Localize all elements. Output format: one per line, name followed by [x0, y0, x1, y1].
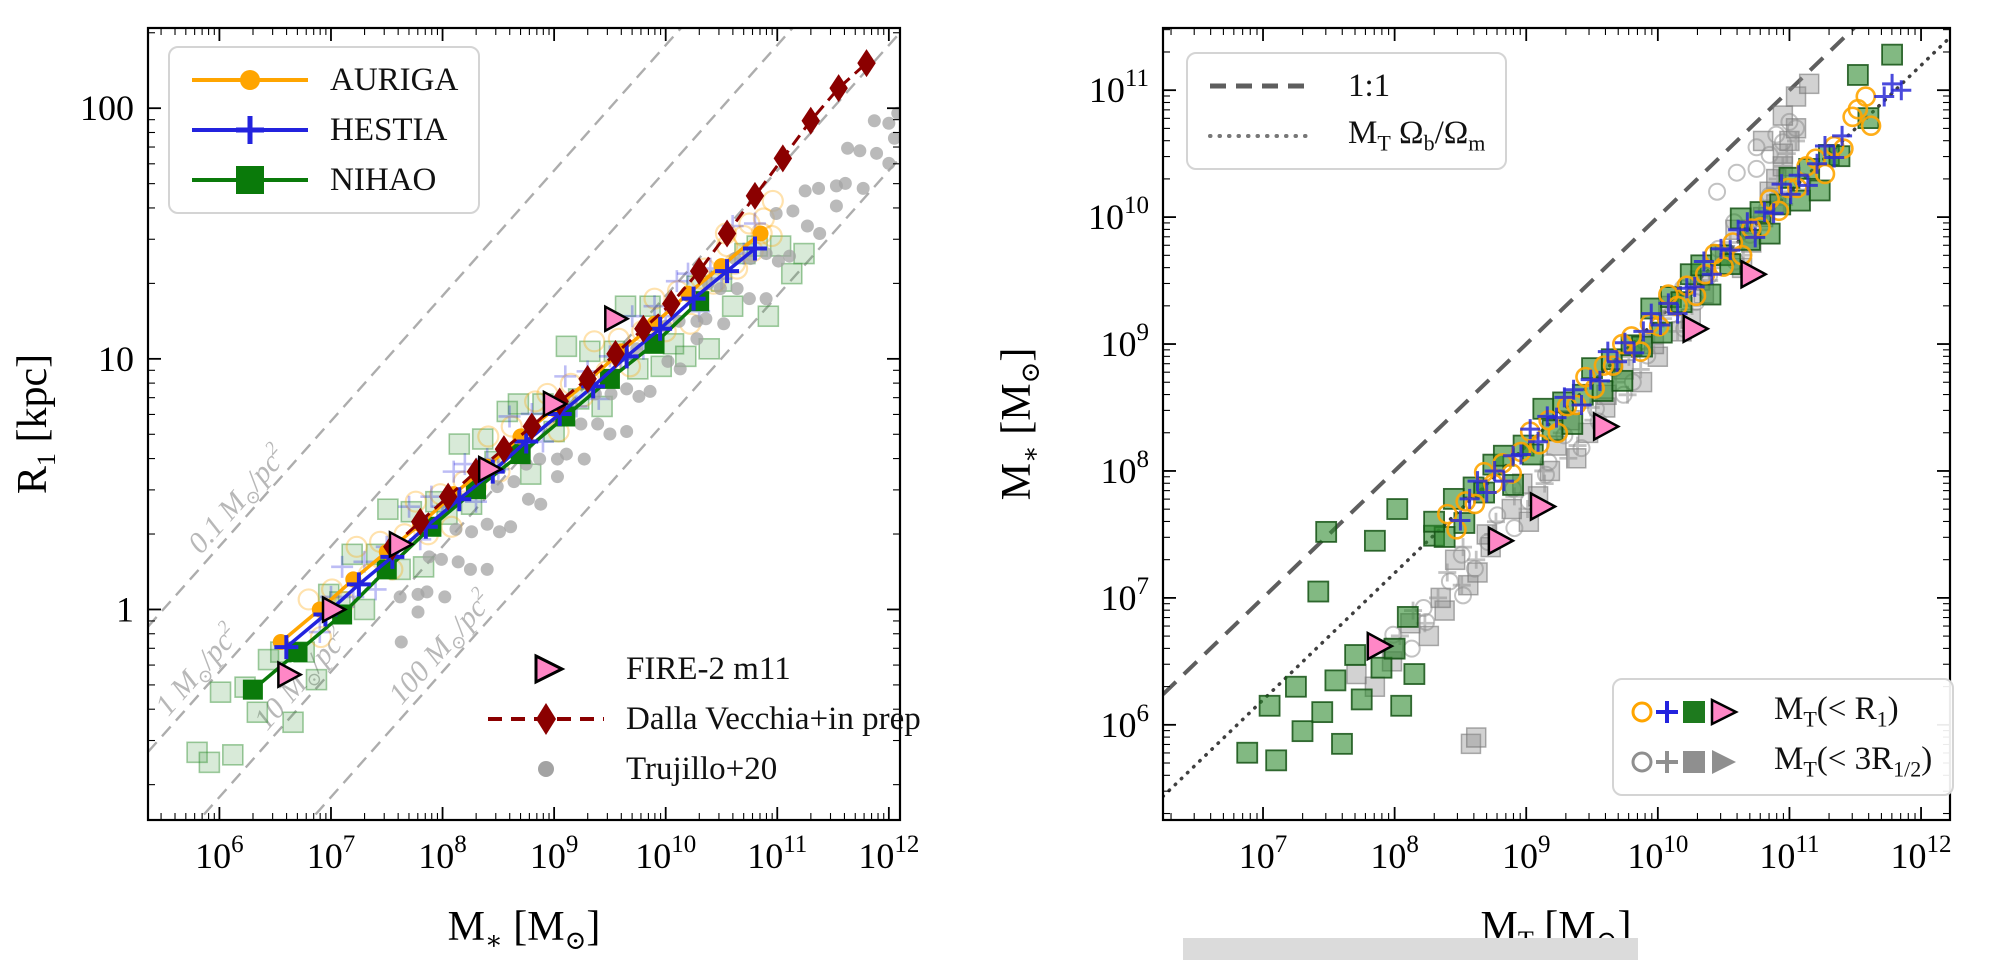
legend-swatch-dot: [538, 761, 554, 777]
svg-text:1010: 1010: [635, 831, 696, 876]
legend-label-dalla-vecchia: Dalla Vecchia+in prep: [626, 700, 921, 737]
svg-text:107: 107: [1239, 831, 1288, 876]
legend-swatch-dashed: [1210, 83, 1312, 89]
legend-label-baryon-fraction: MT Ωb/Ωm: [1348, 115, 1486, 156]
svg-text:108: 108: [1101, 446, 1150, 491]
legend-item-fire2: FIRE-2 m11: [480, 645, 921, 693]
legend-label-nihao: NIHAO: [330, 161, 437, 198]
svg-text:109: 109: [530, 831, 579, 876]
legend-item-baryon-fraction: MT Ωb/Ωm: [1202, 112, 1485, 160]
svg-text:1012: 1012: [858, 831, 919, 876]
left-fire2-points: [277, 304, 631, 689]
legend-swatch-line-plus: [192, 116, 308, 144]
right-legend-reference-lines: 1:1 MT Ωb/Ωm: [1186, 52, 1508, 170]
left-trujillo-scatter: [393, 106, 900, 649]
svg-text:1: 1: [116, 589, 134, 629]
svg-text:1011: 1011: [747, 831, 807, 876]
screenshot-artifact-bar: [1183, 938, 1638, 960]
legend-item-mt-within-r1: MT(< R1): [1628, 688, 1932, 736]
right-spines: [1161, 26, 1952, 822]
sigma-label-1: 1 M⊙/pc2: [147, 617, 250, 725]
legend-label-one-to-one: 1:1: [1348, 67, 1391, 104]
left-ticks: [148, 28, 900, 820]
svg-text:108: 108: [418, 831, 467, 876]
sigma-label-0.1: 0.1 M⊙/pc2: [180, 438, 297, 563]
svg-text:106: 106: [1101, 700, 1150, 745]
legend-label-fire2: FIRE-2 m11: [626, 650, 791, 687]
svg-text:1010: 1010: [1088, 192, 1149, 237]
legend-label-mt-within-3rhalf: MT(< 3R1/2): [1774, 741, 1933, 782]
left-spines: [146, 26, 902, 822]
right-auriga-mt: [1436, 86, 1882, 540]
legend-item-nihao: NIHAO: [184, 156, 458, 204]
legend-item-hestia: HESTIA: [184, 106, 458, 154]
legend-label-trujillo: Trujillo+20: [626, 750, 778, 787]
legend-item-trujillo: Trujillo+20: [480, 745, 921, 793]
svg-text:107: 107: [1101, 573, 1150, 618]
right-ylabel: M∗ [M⊙]: [994, 348, 1045, 501]
left-hestia-median: [274, 236, 767, 660]
svg-text:1012: 1012: [1891, 831, 1952, 876]
legend-swatch-line-square: [192, 166, 308, 194]
legend-swatch-line-circle: [192, 70, 308, 90]
svg-text:109: 109: [1502, 831, 1551, 876]
legend-label-mt-within-r1: MT(< R1): [1774, 691, 1899, 732]
svg-text:100: 100: [80, 88, 134, 128]
svg-text:107: 107: [307, 831, 356, 876]
legend-item-dalla-vecchia: Dalla Vecchia+in prep: [480, 695, 921, 743]
left-xlabel: M∗ [M⊙]: [448, 904, 601, 955]
left-ylabel: R1 [kpc]: [10, 354, 61, 494]
right-tick-labels: 107 108 109 1010 1011 1012 106 107 108 109 1010 101…: [1088, 65, 1952, 876]
legend-swatch-markers-gray: [1631, 750, 1736, 774]
legend-item-mt-within-3rhalf: MT(< 3R1/2): [1628, 738, 1932, 786]
svg-text:1011: 1011: [1089, 65, 1149, 110]
svg-text:109: 109: [1101, 319, 1150, 364]
right-hestia-mt: [1450, 73, 1912, 531]
legend-item-one-to-one: 1:1: [1202, 62, 1485, 110]
legend-label-hestia: HESTIA: [330, 111, 448, 148]
ref-line-one-to-one: [1163, 28, 1857, 696]
legend-swatch-markers-colored: [1631, 697, 1739, 727]
legend-label-auriga: AURIGA: [330, 61, 459, 98]
svg-text:1011: 1011: [1759, 831, 1819, 876]
right-legend-mass-apertures: MT(< R1) MT(< 3R1/2): [1612, 678, 1955, 796]
left-legend-comparisons: FIRE-2 m11 Dalla Vecchia+in prep Trujillo+…: [480, 645, 921, 793]
legend-item-auriga: AURIGA: [184, 56, 458, 104]
svg-text:108: 108: [1370, 831, 1419, 876]
svg-text:10: 10: [98, 339, 134, 379]
left-legend-simulations: AURIGA HESTIA NIHAO: [168, 46, 481, 214]
legend-swatch-triangle: [534, 653, 566, 685]
svg-text:106: 106: [195, 831, 244, 876]
svg-text:1010: 1010: [1627, 831, 1688, 876]
right-fire2-mt: [1366, 259, 1769, 662]
right-ticks: [1163, 28, 1950, 820]
legend-swatch-dash-diamond: [488, 703, 604, 735]
left-tick-labels: 106 107 108 109 1010 1011 1012 1 10 100: [80, 88, 919, 876]
legend-swatch-dotted: [1208, 134, 1314, 138]
